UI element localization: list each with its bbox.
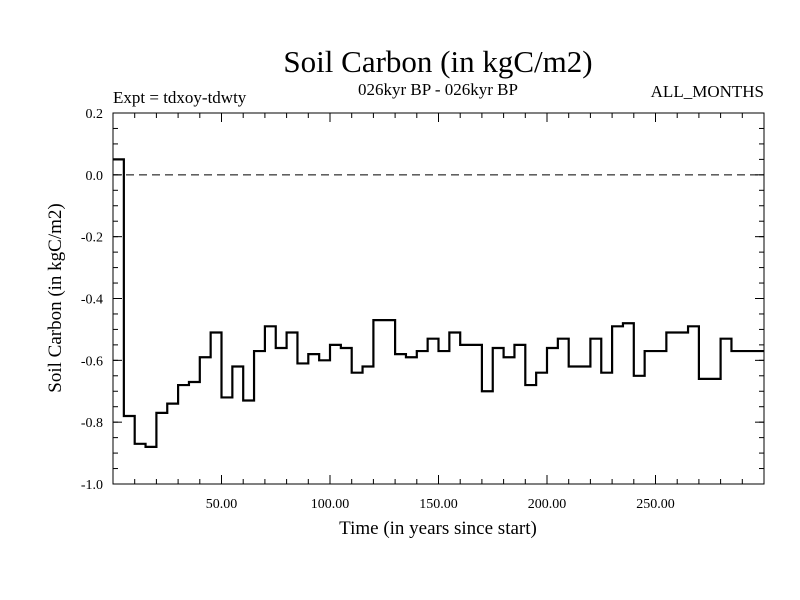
soil-carbon-series-line	[113, 158, 764, 448]
y-tick-label: -1.0	[81, 478, 103, 493]
chart-title: Soil Carbon (in kgC/m2)	[283, 44, 592, 79]
plot-frame	[112, 112, 765, 485]
y-tick-label: 0.2	[86, 107, 104, 122]
y-tick-label: -0.4	[81, 293, 103, 308]
chart-subtitle: 026kyr BP - 026kyr BP	[358, 80, 518, 99]
x-tick-label: 50.00	[206, 497, 238, 512]
plot-area: 0.2 0.0 -0.2 -0.4 -0.6 -0.8 -1.0 50.00 100.00 150…	[81, 107, 764, 512]
months-label: ALL_MONTHS	[651, 82, 764, 101]
x-tick-label: 250.00	[636, 497, 675, 512]
x-tick-label: 200.00	[528, 497, 567, 512]
x-axis-label: Time (in years since start)	[339, 518, 537, 539]
y-tick-label: 0.0	[86, 169, 104, 184]
y-tick-label: -0.6	[81, 354, 103, 369]
x-tick-label: 100.00	[311, 497, 350, 512]
y-tick-label: -0.8	[81, 416, 103, 431]
experiment-label: Expt = tdxoy-tdwty	[113, 88, 247, 107]
x-tick-label: 150.00	[419, 497, 458, 512]
y-axis-label: Soil Carbon (in kgC/m2)	[45, 203, 66, 392]
y-tick-label: -0.2	[81, 231, 103, 246]
